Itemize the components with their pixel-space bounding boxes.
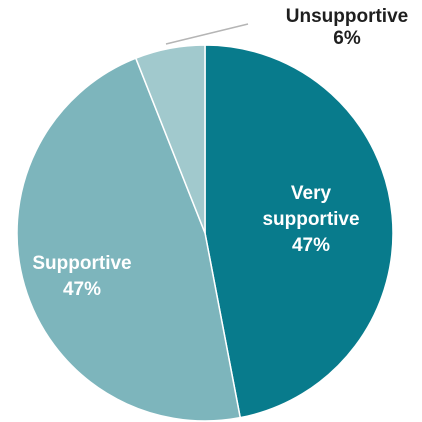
slice-value-text: 47% [292,235,330,256]
slice-value-text: 6% [333,28,361,49]
slice-label-supportive: Supportive 47% [32,253,131,300]
pie-slices [16,44,394,422]
pie-slice-very-supportive [204,44,394,419]
leader-lines [165,23,249,45]
slice-labels: Very supportive 47% Supportive 47% Unsupporti… [32,6,408,300]
pie-slice-unsupportive [134,44,206,234]
slice-name-text: Unsupportive [286,6,408,27]
slice-name-text: Very [291,183,332,204]
slice-label-unsupportive: Unsupportive 6% [286,6,408,49]
slice-name-text: supportive [262,209,359,230]
slice-name-text: Supportive [32,253,131,274]
leader-line-unsupportive [165,23,249,45]
slice-value-text: 47% [63,279,101,300]
pie-slice-supportive [16,57,242,422]
slice-label-very-supportive: Very supportive 47% [262,183,359,256]
